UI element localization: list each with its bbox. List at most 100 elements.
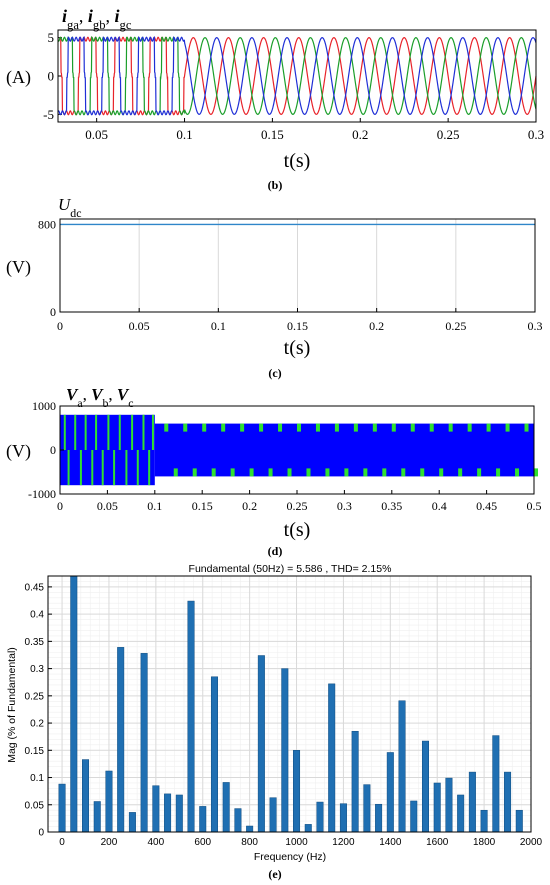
x-tick-label: 1400 (379, 837, 402, 848)
x-tick-label: 0.1 (147, 499, 162, 513)
pwm-switch-mark (240, 423, 245, 432)
pwm-switch-mark (192, 468, 197, 477)
pwm-switch-mark (249, 468, 254, 477)
x-tick-label: 0 (57, 319, 63, 333)
x-tick-label: 0.5 (527, 499, 542, 513)
x-tick-label: 0.2 (369, 319, 384, 333)
current-series-3 (57, 35, 537, 116)
panel-d-label: (d) (268, 544, 283, 558)
pwm-switch-mark (325, 468, 330, 477)
panel-e-ylabel: Mag (% of Fundamental) (6, 647, 18, 763)
pwm-switch-mark (211, 468, 216, 477)
x-tick-label: 1000 (285, 837, 308, 848)
panel-b-label: (b) (268, 178, 283, 192)
pwm-switch-mark (63, 414, 66, 450)
y-tick-label: 0.05 (25, 800, 45, 811)
x-tick-label: 0.15 (261, 127, 284, 142)
pwm-switch-mark (95, 414, 98, 450)
pwm-switch-mark (382, 468, 387, 477)
pwm-switch-mark (297, 423, 301, 432)
y-tick-label: -1000 (28, 487, 56, 501)
pwm-switch-mark (439, 468, 444, 477)
pwm-switch-mark (372, 423, 377, 432)
panel-e-title: Fundamental (50Hz) = 5.586 , THD= 2.15% (189, 563, 392, 575)
harmonic-bar (199, 806, 207, 833)
pwm-switch-mark (448, 423, 453, 432)
x-tick-label: 400 (148, 837, 165, 848)
y-tick-label: 1000 (32, 399, 56, 413)
pwm-switch-mark (477, 468, 482, 477)
panel-b-title-part: gc (120, 18, 132, 32)
panel-b-title-part: i (88, 6, 93, 26)
pwm-switch-mark (131, 414, 134, 450)
pwm-switch-mark (315, 423, 320, 432)
x-tick-label: 0.15 (287, 319, 308, 333)
harmonic-bar (117, 647, 125, 833)
x-tick-label: 0.05 (85, 127, 108, 142)
pwm-switch-mark (164, 423, 169, 432)
panel-c-xlabel: t(s) (284, 337, 311, 359)
pwm-switch-mark (505, 423, 510, 432)
pwm-switch-mark (221, 423, 226, 432)
panel-b-title: iga, igb, igc (62, 6, 132, 32)
plot-frame (59, 218, 536, 313)
x-tick-label: 0.25 (437, 127, 460, 142)
y-tick-label: 0.25 (25, 691, 45, 702)
harmonic-bar (457, 794, 465, 833)
pwm-switch-mark (363, 468, 368, 477)
x-tick-label: 200 (101, 837, 118, 848)
panel-d-unit: (V) (6, 441, 31, 462)
pwm-switch-mark (67, 450, 70, 486)
pwm-switch-mark (136, 450, 139, 486)
panel-c-title-part: dc (70, 206, 81, 220)
plot-frame (59, 405, 535, 495)
panel-d-title-part: V (117, 385, 130, 404)
panel-d-title: Va, Vb, Vc (66, 385, 134, 410)
harmonic-bar (445, 777, 453, 833)
harmonic-bar (257, 655, 265, 833)
x-tick-label: 0.15 (192, 499, 213, 513)
pwm-switch-mark (142, 414, 145, 450)
y-tick-label: 0.45 (25, 582, 45, 593)
current-series-1 (57, 36, 537, 116)
x-tick-label: 0.2 (242, 499, 257, 513)
y-tick-label: -5 (43, 107, 54, 122)
pwm-switch-mark (524, 423, 529, 432)
harmonic-bar (128, 812, 136, 833)
panel-c-title-part: U (58, 195, 72, 214)
pwm-switch-mark (467, 423, 472, 432)
x-tick-label: 600 (194, 837, 211, 848)
panel-e-label: (e) (268, 867, 281, 881)
x-tick-label: 2000 (520, 837, 543, 848)
panel-e-xlabel: Frequency (Hz) (254, 851, 326, 863)
y-tick-label: 0 (50, 305, 56, 319)
panel-c-title: Udc (58, 195, 82, 220)
panel-d-title-part: a (77, 396, 83, 410)
harmonic-bar (140, 653, 148, 833)
pwm-switch-mark (287, 468, 292, 477)
pwm-switch-mark (183, 423, 188, 432)
x-tick-label: 0.2 (352, 127, 368, 142)
panel-d-xlabel: t(s) (284, 519, 311, 541)
harmonic-bar (304, 824, 312, 833)
harmonic-bar (351, 730, 359, 833)
x-tick-label: 0.1 (211, 319, 226, 333)
pwm-switch-mark (429, 423, 434, 432)
pwm-switch-mark (79, 450, 82, 486)
x-tick-label: 0.25 (445, 319, 466, 333)
panel-b-xlabel: t(s) (284, 150, 311, 172)
y-tick-label: 0.15 (25, 746, 45, 757)
plot-frame (57, 29, 537, 123)
harmonic-spectrum-chart: 0 200 400 600 800 1000 1200 1400 1600 1800 2000 0 0.… (6, 563, 543, 881)
harmonic-bar (93, 801, 101, 833)
pwm-switch-mark (420, 468, 425, 477)
pwm-switch-mark (107, 414, 110, 450)
x-tick-label: 0.3 (337, 499, 352, 513)
x-tick-label: 800 (241, 837, 258, 848)
panel-b-title-part: , (106, 6, 115, 26)
harmonic-bar (105, 770, 113, 833)
harmonic-bar (339, 803, 347, 833)
pwm-switch-mark (173, 468, 178, 477)
harmonic-bar (187, 600, 195, 833)
panel-d-title-part: , (108, 385, 117, 404)
